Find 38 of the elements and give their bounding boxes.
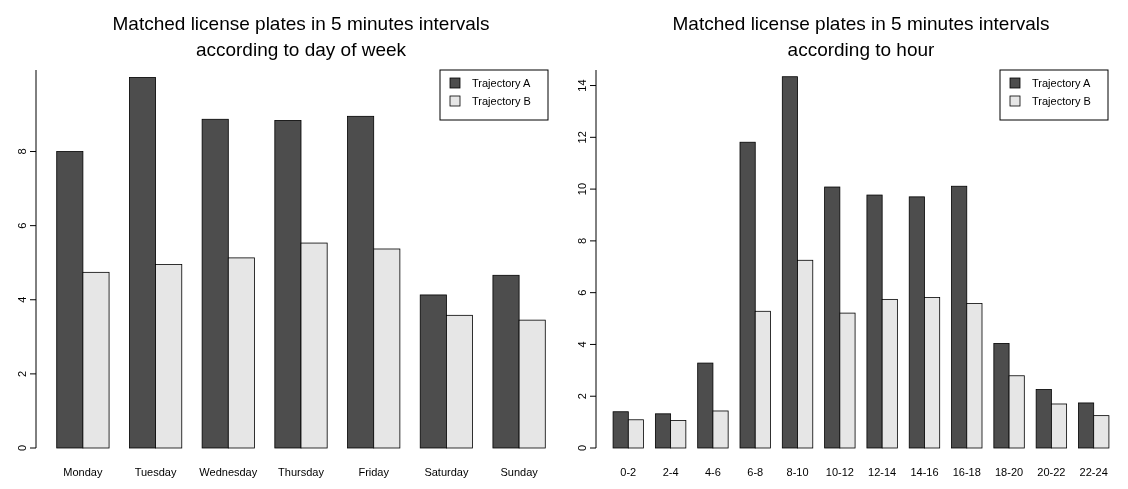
y-tick-label: 6 <box>576 289 588 296</box>
legend-label: Trajectory A <box>1032 77 1091 89</box>
y-tick-label: 6 <box>16 222 28 229</box>
x-tick-label: 10-12 <box>825 466 854 478</box>
x-tick-label: Sunday <box>500 466 539 478</box>
x-tick-label: Saturday <box>424 466 469 478</box>
x-tick-label: Tuesday <box>134 466 177 478</box>
legend-label: Trajectory B <box>1032 95 1091 107</box>
x-tick-label: 14-16 <box>910 466 939 478</box>
y-tick-label: 0 <box>16 444 28 452</box>
legend-label: Trajectory A <box>472 77 531 89</box>
y-tick-label: 8 <box>576 237 588 244</box>
x-tick-label: Monday <box>63 466 103 478</box>
y-tick-label: 4 <box>16 296 28 303</box>
y-tick-label: 14 <box>576 79 588 92</box>
y-tick-label: 4 <box>576 341 588 348</box>
x-tick-label: Friday <box>358 466 390 478</box>
y-tick-label: 10 <box>576 182 588 196</box>
legend-label: Trajectory B <box>472 95 531 107</box>
x-tick-label: 2-4 <box>662 466 679 478</box>
y-tick-label: 2 <box>576 393 588 400</box>
x-tick-label: Wednesday <box>199 466 258 478</box>
x-tick-label: 6-8 <box>747 466 764 478</box>
x-tick-label: 16-18 <box>952 466 981 478</box>
x-tick-label: 8-10 <box>786 466 809 478</box>
x-tick-label: 12-14 <box>868 466 897 478</box>
x-tick-label: 20-22 <box>1037 466 1066 478</box>
x-tick-label: 4-6 <box>704 466 721 478</box>
x-tick-label: 18-20 <box>995 466 1024 478</box>
x-tick-label: 22-24 <box>1079 466 1108 478</box>
chart-title: Matched license plates in 5 minutes intervals according to day of week <box>112 13 490 60</box>
y-tick-label: 8 <box>16 148 28 155</box>
y-tick-label: 12 <box>576 131 588 144</box>
y-tick-label: 0 <box>576 444 588 452</box>
y-tick-label: 2 <box>16 370 28 377</box>
x-tick-label: 0-2 <box>620 466 637 478</box>
chart-title: Matched license plates in 5 minutes intervals according to hour <box>672 13 1050 60</box>
x-tick-label: Thursday <box>278 466 325 478</box>
